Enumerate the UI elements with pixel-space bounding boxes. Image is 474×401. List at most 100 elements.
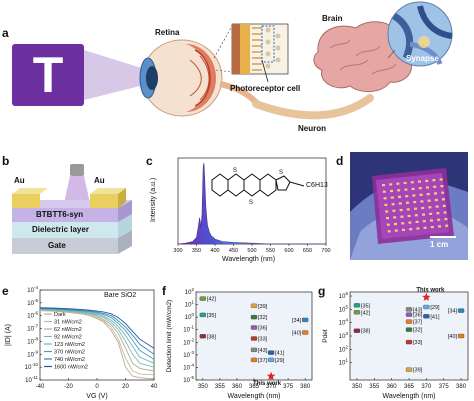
device-pixel xyxy=(390,196,394,199)
au-right-label: Au xyxy=(94,176,105,185)
chart-g-point-label: [42] xyxy=(361,310,371,316)
au-left-label: Au xyxy=(14,176,25,185)
chart-f-ylabel: Detection limit (mW/cm2) xyxy=(166,300,173,373)
device-pixel xyxy=(433,185,437,188)
chart-g-this-work-label: This work xyxy=(416,287,445,293)
light-beam xyxy=(84,50,148,100)
device-pixel xyxy=(419,193,423,196)
chart-g: 106 105 104 103 102 101 350 355 360 365 370 375 380 [… xyxy=(322,287,469,400)
chart-c-xtick-label: 700 xyxy=(321,248,330,254)
chart-f-this-work-star xyxy=(266,371,276,380)
chart-e-legend-label: 31 nW/cm2 xyxy=(54,320,82,326)
chart-g-xlabel: Wavelength (nm) xyxy=(382,393,435,400)
device-pixel xyxy=(394,229,398,232)
chart-f-xtick-label: 375 xyxy=(283,384,294,390)
chart-e-xtick-label: -40 xyxy=(36,384,45,390)
device-pixel xyxy=(436,212,440,215)
device-pixel xyxy=(441,191,445,194)
device-pixel xyxy=(428,206,432,209)
chart-f-point-label: [32] xyxy=(258,315,268,321)
device-schematic xyxy=(12,164,132,254)
chart-f-point-label: [29] xyxy=(275,358,285,364)
chart-c-xtick-label: 350 xyxy=(192,248,201,254)
chart-c-xtick-label: 500 xyxy=(247,248,256,254)
chart-g-point xyxy=(405,339,413,345)
chart-g-xtick-label: 370 xyxy=(421,384,432,390)
chart-f-xlabel: Wavelength (nm) xyxy=(227,393,280,400)
chart-f-point xyxy=(267,350,275,355)
device-pixel xyxy=(386,217,389,220)
chart-c-xtick-label: 300 xyxy=(173,248,182,254)
device-pixel xyxy=(392,209,396,212)
chart-e-series-line xyxy=(39,309,155,368)
device-pixel xyxy=(427,199,431,202)
device-pixel xyxy=(390,189,393,193)
chart-f-point-label: [35] xyxy=(207,313,217,319)
chart-f-ytick-label: 10-2 xyxy=(183,337,194,346)
device-pixel xyxy=(422,220,426,223)
device-pixel xyxy=(403,181,407,185)
chart-e-series-line xyxy=(39,307,155,349)
chart-f-point xyxy=(250,325,258,330)
chart-g-point xyxy=(457,308,465,313)
gate-label: Gate xyxy=(48,241,66,250)
chart-e-xlabel: VG (V) xyxy=(86,393,107,400)
chart-g-xtick-label: 375 xyxy=(439,384,450,390)
chart-e-xtick-label: 0 xyxy=(95,384,99,390)
device-pixel xyxy=(442,198,445,201)
device-pixel xyxy=(402,228,405,231)
device-pixel xyxy=(401,222,405,225)
device-pixel xyxy=(391,203,395,206)
retina-label: Retina xyxy=(155,28,180,37)
device-pixel xyxy=(443,211,447,214)
btbtt-molecule: S S S xyxy=(211,168,305,206)
au-left-electrode xyxy=(12,194,40,208)
chart-g-point-label: [35] xyxy=(361,303,371,309)
chart-g-point xyxy=(405,307,413,312)
chart-e-legend-label: 1600 nW/cm2 xyxy=(54,365,88,371)
au-right-electrode xyxy=(90,194,118,208)
device-pixel xyxy=(437,218,441,221)
device-pixel xyxy=(442,204,446,207)
chart-f-point xyxy=(250,314,258,320)
chart-g-point xyxy=(457,333,465,339)
chart-f-xtick-label: 350 xyxy=(198,384,209,390)
chart-f-ytick-label: 10-4 xyxy=(183,362,194,371)
chart-e-ytick-label: 10-4 xyxy=(27,285,38,294)
chart-g-point-label: [36] xyxy=(413,313,423,319)
chart-f-point-label: [36] xyxy=(258,326,268,332)
device-pixel xyxy=(394,222,397,226)
chart-g-xtick-label: 380 xyxy=(456,384,467,390)
chart-c-xtick-label: 450 xyxy=(229,248,238,254)
panel-e-letter: e xyxy=(2,284,9,298)
semiconductor-label: BTBTT6-syn xyxy=(36,210,84,219)
device-pixel xyxy=(439,178,443,181)
chart-f-point-label: [38] xyxy=(207,334,217,340)
chart-f-ytick-label: 101 xyxy=(185,300,195,309)
chart-f-point xyxy=(199,296,206,301)
panel-a-letter: a xyxy=(2,26,9,40)
chart-g-point-label: [29] xyxy=(430,305,440,311)
semiconductor-layer xyxy=(12,208,118,222)
chart-f-ytick-label: 10-3 xyxy=(183,350,194,359)
chart-c-xlabel: Wavelength (nm) xyxy=(222,256,276,263)
device-pixel xyxy=(382,184,385,187)
retina-inset xyxy=(231,23,289,75)
chart-g-point-label: [41] xyxy=(430,314,440,320)
device-pixel xyxy=(416,227,420,230)
device-pixel xyxy=(409,228,413,231)
device-pixel xyxy=(397,189,401,192)
chart-f-point-label: [34] xyxy=(292,318,302,324)
device-pixel xyxy=(410,181,414,184)
device-pixel xyxy=(389,183,393,186)
chart-f-xtick-label: 365 xyxy=(249,384,260,390)
chart-e-ytick-label: 10-9 xyxy=(27,349,38,358)
chart-f-point-label: [42] xyxy=(207,297,217,303)
device-pixel xyxy=(398,202,402,205)
device-pixel xyxy=(408,221,412,224)
chart-g-ylabel: Pdet xyxy=(322,329,329,343)
scalebar-line xyxy=(430,236,456,238)
chart-g-point xyxy=(353,328,361,333)
chart-f-point-label: [41] xyxy=(275,351,285,357)
svg-text:S: S xyxy=(249,200,253,206)
